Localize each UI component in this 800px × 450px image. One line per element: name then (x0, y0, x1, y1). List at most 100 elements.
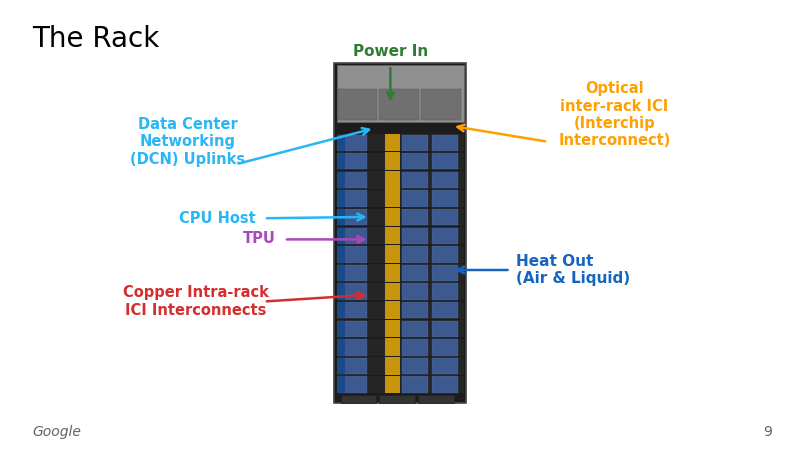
Bar (385, 171, 401, 189)
Bar (337, 320, 464, 338)
Bar (432, 377, 458, 393)
Bar (338, 377, 367, 393)
Bar (432, 190, 458, 207)
Bar (385, 189, 401, 207)
Bar (402, 284, 429, 300)
Bar (337, 302, 345, 319)
Bar (385, 320, 401, 338)
Bar (385, 376, 401, 393)
Bar (432, 228, 458, 244)
Bar (338, 89, 378, 120)
Bar (337, 153, 345, 170)
Bar (402, 265, 429, 281)
Bar (338, 153, 367, 170)
Bar (337, 135, 345, 151)
Bar (402, 377, 429, 393)
Bar (337, 246, 345, 262)
Bar (432, 358, 458, 374)
Bar (385, 208, 401, 226)
Bar (337, 208, 464, 226)
Bar (402, 246, 429, 262)
Bar (337, 190, 345, 207)
Bar (432, 153, 458, 170)
Bar (337, 65, 464, 122)
Bar (402, 172, 429, 188)
Bar (338, 246, 367, 262)
Text: TPU: TPU (243, 231, 276, 246)
Bar (432, 284, 458, 300)
Text: Power In: Power In (353, 44, 428, 59)
Text: Data Center
Networking
(DCN) Uplinks: Data Center Networking (DCN) Uplinks (130, 117, 246, 166)
Bar (379, 395, 415, 403)
Text: Google: Google (32, 425, 81, 439)
Bar (432, 135, 458, 151)
Bar (422, 89, 461, 120)
Bar (338, 302, 367, 319)
Bar (385, 357, 401, 375)
Bar (337, 265, 345, 281)
Bar (337, 376, 464, 393)
Bar (337, 153, 464, 170)
Bar (432, 172, 458, 188)
Text: Optical
inter-rack ICI
(Interchip
Interconnect): Optical inter-rack ICI (Interchip Interc… (558, 81, 670, 148)
Bar (337, 264, 464, 282)
Text: CPU Host: CPU Host (179, 211, 256, 226)
Bar (337, 357, 464, 375)
Bar (402, 135, 429, 151)
Bar (338, 265, 367, 281)
Bar (432, 265, 458, 281)
Bar (338, 358, 367, 374)
Bar (385, 301, 401, 319)
Bar (338, 228, 367, 244)
Bar (338, 209, 367, 225)
Bar (432, 339, 458, 356)
Bar (337, 190, 464, 207)
Text: 9: 9 (763, 425, 772, 439)
Bar (337, 377, 345, 393)
Bar (402, 228, 429, 244)
Bar (338, 190, 367, 207)
Bar (338, 172, 367, 188)
Bar (337, 171, 464, 189)
Bar (432, 246, 458, 262)
Bar (337, 339, 345, 356)
Bar (337, 283, 464, 300)
Bar (402, 190, 429, 207)
Bar (338, 339, 367, 356)
Bar (337, 358, 345, 374)
Text: Copper Intra-rack
ICI Interconnects: Copper Intra-rack ICI Interconnects (123, 285, 269, 318)
Bar (337, 339, 464, 356)
Bar (418, 395, 454, 403)
Bar (337, 284, 345, 300)
Bar (432, 209, 458, 225)
Bar (385, 134, 401, 151)
Bar (402, 209, 429, 225)
Bar (402, 153, 429, 170)
Bar (337, 172, 345, 188)
Bar (402, 339, 429, 356)
Bar (432, 302, 458, 319)
Text: Heat Out
(Air & Liquid): Heat Out (Air & Liquid) (516, 254, 630, 286)
Bar (402, 302, 429, 319)
Bar (337, 134, 464, 151)
Bar (334, 63, 466, 403)
Bar (337, 228, 345, 244)
Bar (337, 227, 464, 244)
Bar (337, 321, 345, 337)
Bar (385, 283, 401, 300)
Bar (385, 152, 401, 170)
Text: The Rack: The Rack (32, 25, 159, 53)
Bar (385, 264, 401, 282)
Bar (385, 227, 401, 244)
Bar (341, 395, 376, 403)
Bar (379, 89, 419, 120)
Bar (432, 321, 458, 337)
Bar (385, 245, 401, 263)
Bar (402, 321, 429, 337)
Bar (337, 246, 464, 263)
Bar (385, 338, 401, 356)
Bar (402, 358, 429, 374)
Bar (338, 284, 367, 300)
Bar (337, 209, 345, 225)
Bar (338, 321, 367, 337)
